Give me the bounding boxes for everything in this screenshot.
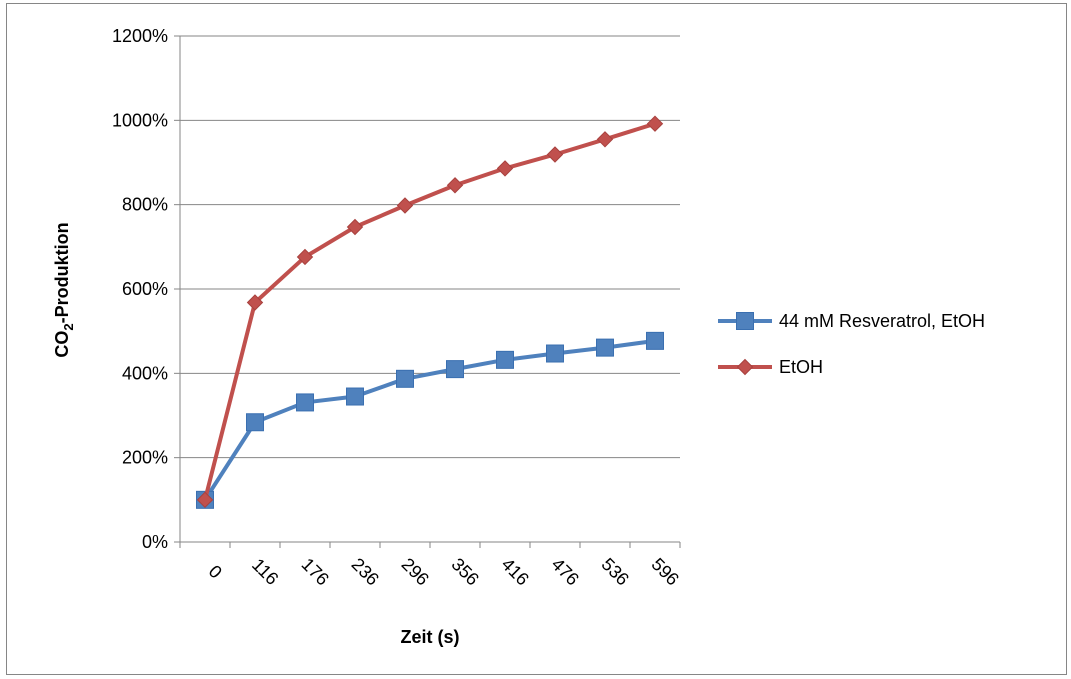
data-point: [646, 331, 664, 350]
data-point: [246, 413, 264, 432]
y-tick-label: 200%: [122, 448, 168, 468]
data-point: [196, 491, 214, 509]
x-tick-label: 236: [348, 554, 383, 589]
data-point: [496, 350, 514, 369]
x-tick-label: 536: [598, 554, 633, 589]
data-point: [596, 338, 614, 357]
x-tick-label: 296: [398, 554, 433, 589]
data-point: [346, 218, 364, 236]
y-tick-label: 1200%: [112, 26, 168, 46]
series-1: [196, 115, 664, 509]
x-tick-label: 116: [248, 555, 282, 589]
data-point: [446, 177, 464, 194]
data-point: [296, 393, 314, 412]
y-axis-title-main: CO: [52, 331, 72, 358]
data-point: [546, 146, 564, 163]
data-point: [546, 344, 564, 363]
x-tick-label: 356: [448, 554, 483, 589]
axes: [174, 35, 681, 548]
data-point: [496, 160, 514, 177]
data-point: [396, 369, 414, 388]
data-point: [396, 197, 414, 214]
y-axis-title-rest: -Produktion: [52, 222, 72, 323]
legend-item-0: 44 mM Resveratrol, EtOH: [718, 311, 985, 331]
x-tick-label: 416: [498, 554, 533, 589]
x-tick-label: 476: [548, 554, 583, 589]
y-tick-label: 400%: [122, 363, 168, 383]
legend-label: 44 mM Resveratrol, EtOH: [779, 311, 985, 331]
series-0: [196, 331, 664, 509]
legend: 44 mM Resveratrol, EtOH EtOH: [718, 311, 985, 377]
legend-marker: [736, 312, 754, 330]
data-point: [296, 248, 314, 266]
x-tick-labels: 0 116 176 236 296 356 416 476 536 596: [205, 554, 683, 589]
gridlines: [180, 35, 680, 459]
y-tick-label: 800%: [122, 195, 168, 215]
y-tick-labels: 0% 200% 400% 600% 800% 1000% 1200%: [112, 26, 168, 552]
y-axis-title-subscript: 2: [61, 323, 76, 330]
data-point: [646, 115, 664, 132]
data-point: [346, 387, 364, 406]
legend-label: EtOH: [779, 357, 823, 377]
data-point: [446, 360, 464, 379]
y-tick-label: 600%: [122, 279, 168, 299]
x-tick-label: 0: [205, 561, 226, 582]
data-point: [596, 131, 614, 148]
y-axis-title: CO2-Produktion: [52, 222, 76, 357]
series-line: [203, 338, 656, 501]
series-line: [203, 121, 656, 501]
x-axis-title: Zeit (s): [400, 627, 459, 647]
series-layer: [196, 115, 664, 509]
chart-frame: [6, 3, 1067, 675]
y-tick-label: 0%: [142, 532, 168, 552]
x-tick-label: 596: [648, 554, 683, 589]
data-point: [246, 294, 264, 311]
legend-item-1: EtOH: [718, 357, 823, 377]
y-tick-label: 1000%: [112, 110, 168, 130]
legend-marker: [736, 358, 754, 376]
x-tick-label: 176: [298, 554, 333, 589]
